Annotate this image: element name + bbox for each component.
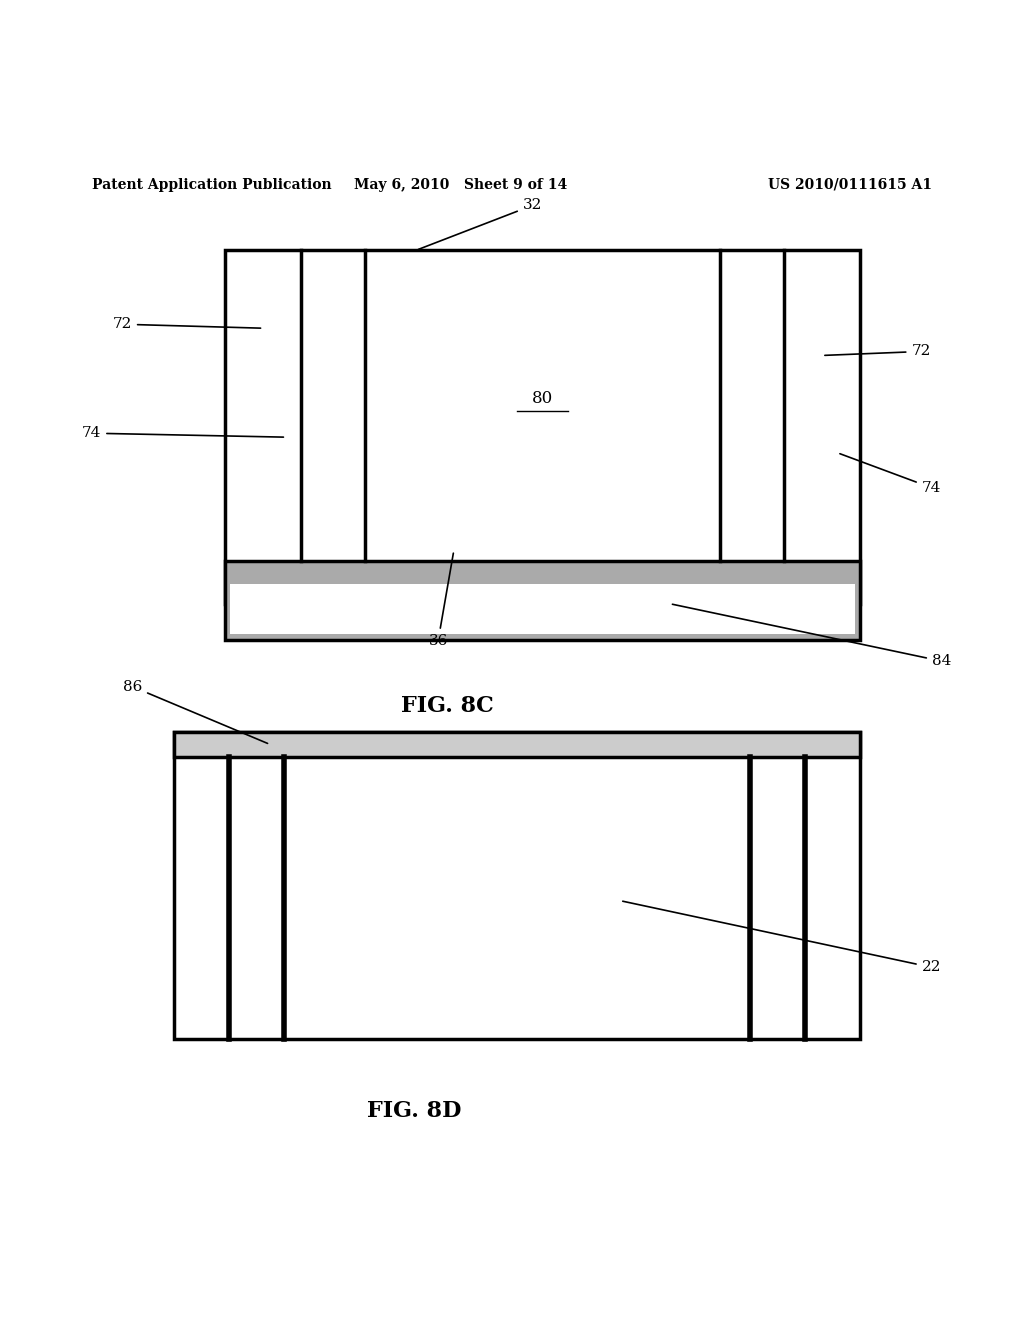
- Bar: [174, 731, 860, 1039]
- Text: FIG. 8C: FIG. 8C: [401, 696, 494, 717]
- Text: 74: 74: [840, 454, 941, 495]
- Text: 22: 22: [623, 902, 941, 974]
- Text: 32: 32: [419, 198, 542, 249]
- Text: Patent Application Publication: Patent Application Publication: [92, 178, 332, 191]
- Text: May 6, 2010   Sheet 9 of 14: May 6, 2010 Sheet 9 of 14: [354, 178, 567, 191]
- Text: 72: 72: [113, 317, 260, 331]
- Text: 72: 72: [825, 345, 931, 359]
- Bar: [225, 561, 860, 639]
- Text: 84: 84: [673, 605, 951, 668]
- Text: US 2010/0111615 A1: US 2010/0111615 A1: [768, 178, 932, 191]
- Bar: [225, 251, 860, 603]
- Text: 36: 36: [428, 553, 454, 648]
- Text: FIG. 8D: FIG. 8D: [367, 1100, 462, 1122]
- Text: 86: 86: [123, 680, 267, 743]
- Text: 74: 74: [82, 426, 284, 440]
- Text: 80: 80: [532, 389, 553, 407]
- Bar: [230, 585, 855, 635]
- Bar: [174, 731, 860, 758]
